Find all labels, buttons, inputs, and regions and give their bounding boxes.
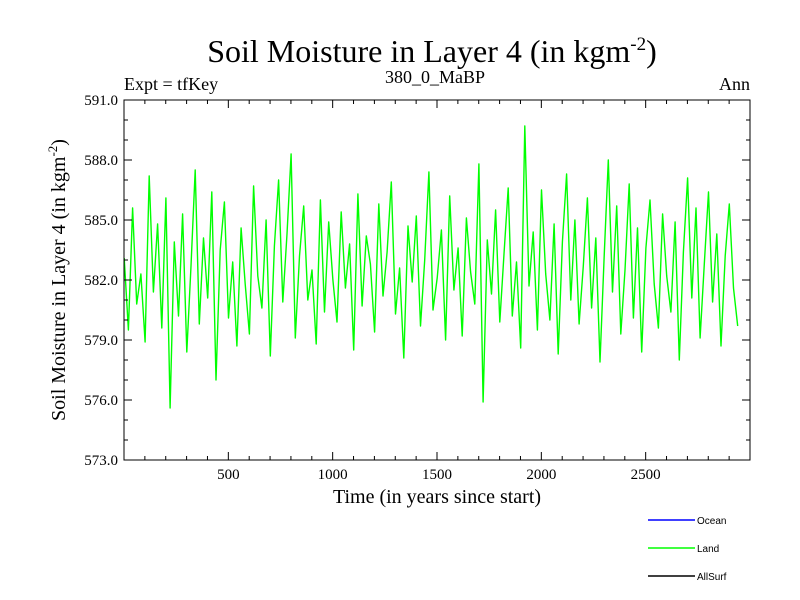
legend-label-land: Land [697,544,719,555]
x-tick-label: 1500 [422,467,452,483]
x-tick-label: 500 [217,467,240,483]
y-axis-label-main: Soil Moisture in Layer 4 (in kgm [48,156,70,421]
y-axis-label-suffix: ) [48,139,70,146]
y-tick-label: 588.0 [84,153,118,169]
y-tick-label: 576.0 [84,393,118,409]
y-tick-label: 579.0 [84,333,118,349]
x-axis-label: Time (in years since start) [333,486,541,508]
chart-title-main: Soil Moisture in Layer 4 (in kgm [207,33,630,69]
y-tick-label: 591.0 [84,93,118,109]
chart-title: Soil Moisture in Layer 4 (in kgm-2) [207,33,657,69]
legend-label-allsurf: AllSurf [697,572,727,583]
axis-ticks: 500 1000 1500 2000 2500 573.0 576.0 579.0 582.0 5… [84,93,750,483]
y-tick-label: 585.0 [84,213,118,229]
y-axis-label-superscript: -2 [45,146,60,157]
x-tick-label: 1000 [318,467,348,483]
y-tick-label: 573.0 [84,453,118,469]
series-line-land [123,125,739,409]
legend-label-ocean: Ocean [697,516,726,527]
x-tick-label: 2500 [631,467,661,483]
experiment-label: Expt = tfKey [124,74,218,94]
x-tick-label: 2000 [526,467,556,483]
chart-title-suffix: ) [646,33,657,69]
y-tick-label: 582.0 [84,273,118,289]
period-label: 380_0_MaBP [385,67,485,87]
chart-title-superscript: -2 [630,34,646,55]
season-label: Ann [719,74,750,94]
y-axis-label: Soil Moisture in Layer 4 (in kgm-2) [45,139,70,421]
legend: Ocean Land AllSurf [648,516,727,583]
plot-area [123,125,739,409]
